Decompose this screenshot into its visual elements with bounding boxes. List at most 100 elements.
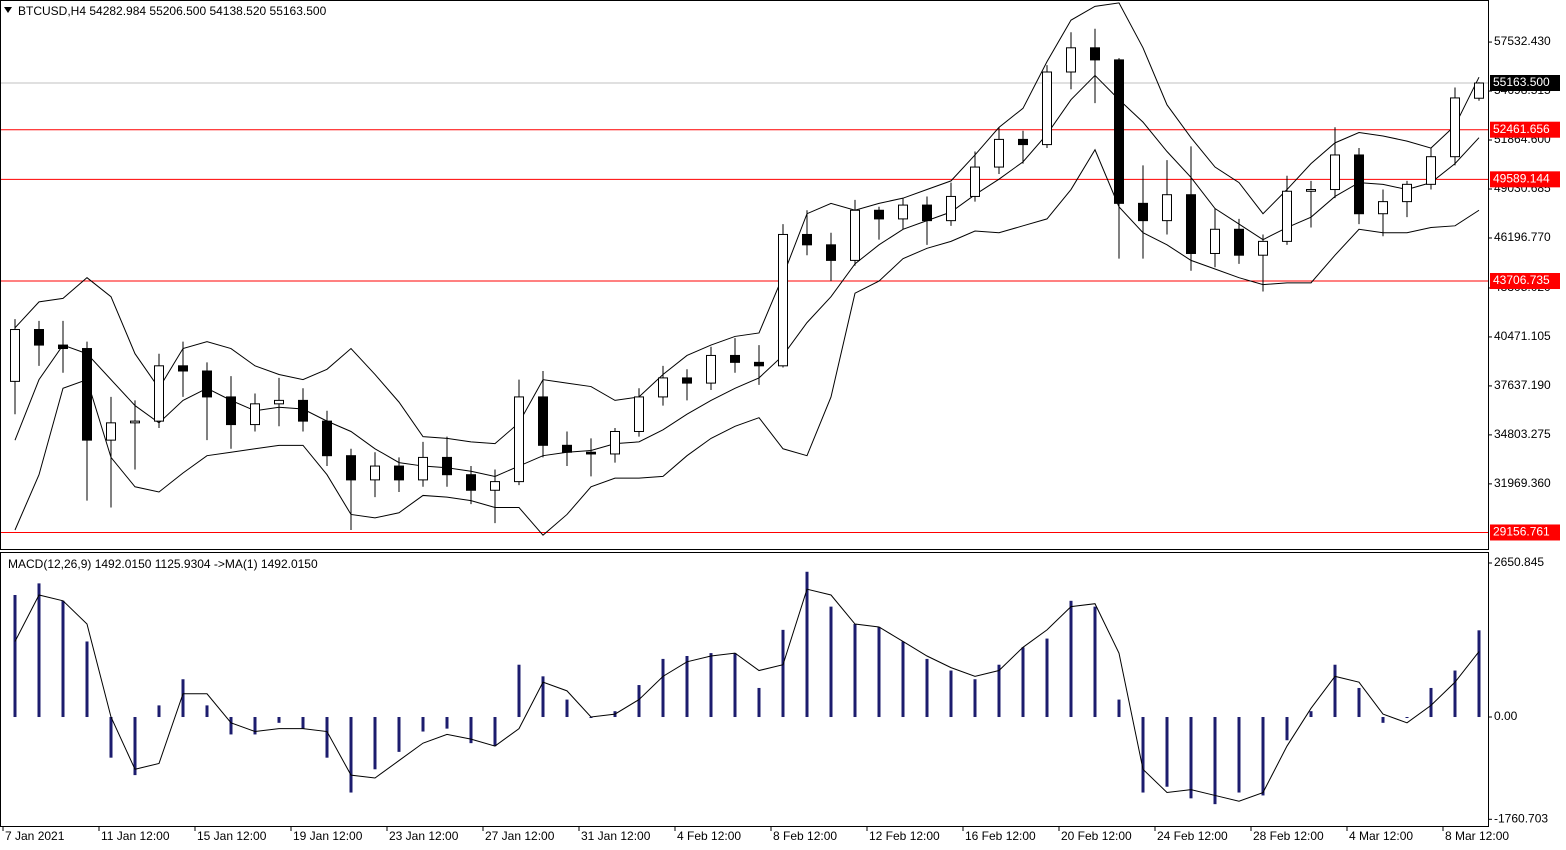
macd-bar [1309,711,1313,718]
macd-bar [1237,717,1241,793]
x-tick-label: 7 Jan 2021 [5,829,65,843]
macd-bar [469,717,473,744]
macd-bar [805,571,809,718]
candle-body [1306,189,1316,192]
y-tick-label: -1760.703 [1494,811,1548,825]
candle-body [250,403,260,426]
level-box [1490,171,1560,188]
candle-body [922,204,932,222]
candle-body [322,420,332,457]
candle-body [1330,154,1340,191]
candle-body [562,444,572,453]
macd-bar [901,641,905,718]
candle-body [274,399,284,405]
last-price-label: 55163.500 [1493,75,1550,89]
candle-body [1354,154,1364,215]
macd-bar [325,717,329,758]
x-tick-label: 19 Jan 12:00 [293,829,363,843]
x-tick-label: 16 Feb 12:00 [965,829,1036,843]
macd-bar [733,653,737,718]
candle-body [1426,156,1436,185]
x-tick-label: 24 Feb 12:00 [1157,829,1228,843]
candle-body [1018,138,1028,146]
candle-body [898,204,908,220]
candle-body [466,474,476,491]
macd-bar [757,687,761,718]
menu-arrow[interactable] [4,7,12,13]
candle-body [826,244,836,261]
candle-body [1066,47,1076,73]
macd-bar [661,658,665,718]
macd-bar [1045,638,1049,718]
candle-body [1042,71,1052,146]
macd-bar [253,717,257,735]
macd-bar [853,624,857,718]
macd-bar [973,679,977,718]
macd-bar [829,606,833,718]
y-tick-label: 46196.770 [1494,230,1551,244]
macd-bar [877,626,881,718]
candle-body [946,195,956,222]
signal-line [14,588,1480,802]
macd-bar [13,595,17,718]
macd-bar [685,656,689,718]
candle-body [1258,240,1268,256]
macd-bar [157,705,161,718]
level-label: 52461.656 [1493,122,1550,136]
macd-bar [1261,717,1265,796]
bollinger-band [14,148,1480,536]
chart-title: BTCUSD,H4 54282.984 55206.500 54138.520 … [18,4,327,18]
macd-bar [1357,687,1361,718]
y-tick-label: 0.00 [1494,709,1518,723]
price-panel [0,0,1489,550]
y-tick-label: 40471.105 [1494,329,1551,343]
x-tick-label: 4 Mar 12:00 [1349,829,1413,843]
candle-body [154,365,164,422]
candle-body [226,396,236,426]
x-tick-label: 12 Feb 12:00 [869,829,940,843]
x-tick-label: 27 Jan 12:00 [485,829,555,843]
macd-panel [0,552,1489,827]
candle-body [754,361,764,367]
candle-body [1282,190,1292,242]
candle-body [178,365,188,372]
macd-title: MACD(12,26,9) 1492.0150 1125.9304 ->MA(1… [8,557,318,571]
y-tick-label: 57532.430 [1494,34,1551,48]
macd-bar [997,664,1001,718]
x-tick-label: 11 Jan 12:00 [101,829,170,843]
level-box [1490,524,1560,541]
candle-body [538,396,548,446]
macd-bar [37,583,41,718]
candle-body [850,209,860,261]
candle-body [10,329,20,382]
macd-bar [229,717,233,735]
macd-bar [1093,606,1097,718]
candle-body [394,465,404,481]
candle-body [970,166,980,197]
candle-body [1450,97,1460,158]
macd-bar [1021,647,1025,718]
candle-body [802,233,812,246]
y-tick-label: 34803.275 [1494,427,1551,441]
candle-body [1474,82,1484,99]
macd-bar [373,717,377,770]
macd-bar [349,717,353,793]
candle-body [82,348,92,441]
macd-bar [517,664,521,718]
candle-body [370,465,380,481]
last-price-box [1490,75,1560,92]
candle-body [778,233,788,367]
x-tick-label: 20 Feb 12:00 [1061,829,1132,843]
candle-body [1402,183,1412,203]
macd-bar [781,629,785,718]
candle-body [58,344,68,350]
macd-bar [541,676,545,718]
candle-body [106,422,116,441]
macd-bar [1333,664,1337,718]
candle-body [1378,201,1388,215]
candle-body [1090,47,1100,61]
x-tick-label: 15 Jan 12:00 [197,829,267,843]
x-tick-label: 4 Feb 12:00 [677,829,741,843]
macd-bar [637,685,641,718]
